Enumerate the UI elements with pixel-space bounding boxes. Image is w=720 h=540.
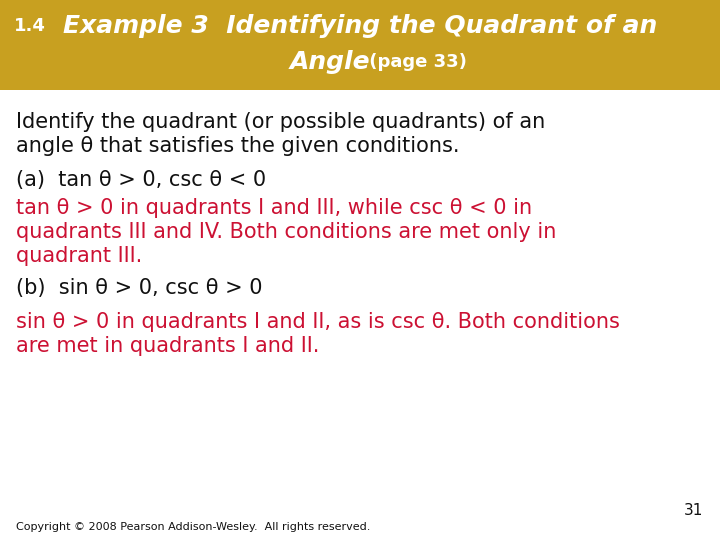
Text: quadrants III and IV. Both conditions are met only in: quadrants III and IV. Both conditions ar… xyxy=(16,222,557,242)
Text: angle θ that satisfies the given conditions.: angle θ that satisfies the given conditi… xyxy=(16,136,459,156)
Text: Copyright © 2008 Pearson Addison-Wesley.  All rights reserved.: Copyright © 2008 Pearson Addison-Wesley.… xyxy=(16,522,370,532)
Text: (b)  sin θ > 0, csc θ > 0: (b) sin θ > 0, csc θ > 0 xyxy=(16,278,263,298)
Text: 31: 31 xyxy=(683,503,703,518)
Text: Identify the quadrant (or possible quadrants) of an: Identify the quadrant (or possible quadr… xyxy=(16,112,545,132)
Text: (page 33): (page 33) xyxy=(363,53,467,71)
Text: (a)  tan θ > 0, csc θ < 0: (a) tan θ > 0, csc θ < 0 xyxy=(16,170,266,190)
Text: quadrant III.: quadrant III. xyxy=(16,246,143,266)
Text: tan θ > 0 in quadrants I and III, while csc θ < 0 in: tan θ > 0 in quadrants I and III, while … xyxy=(16,198,532,218)
Text: 1.4: 1.4 xyxy=(14,17,46,35)
Text: Example 3  Identifying the Quadrant of an: Example 3 Identifying the Quadrant of an xyxy=(63,14,657,38)
Text: are met in quadrants I and II.: are met in quadrants I and II. xyxy=(16,336,320,356)
Bar xyxy=(0,0,720,90)
Text: sin θ > 0 in quadrants I and II, as is csc θ. Both conditions: sin θ > 0 in quadrants I and II, as is c… xyxy=(16,312,620,332)
Text: Angle: Angle xyxy=(289,50,370,74)
